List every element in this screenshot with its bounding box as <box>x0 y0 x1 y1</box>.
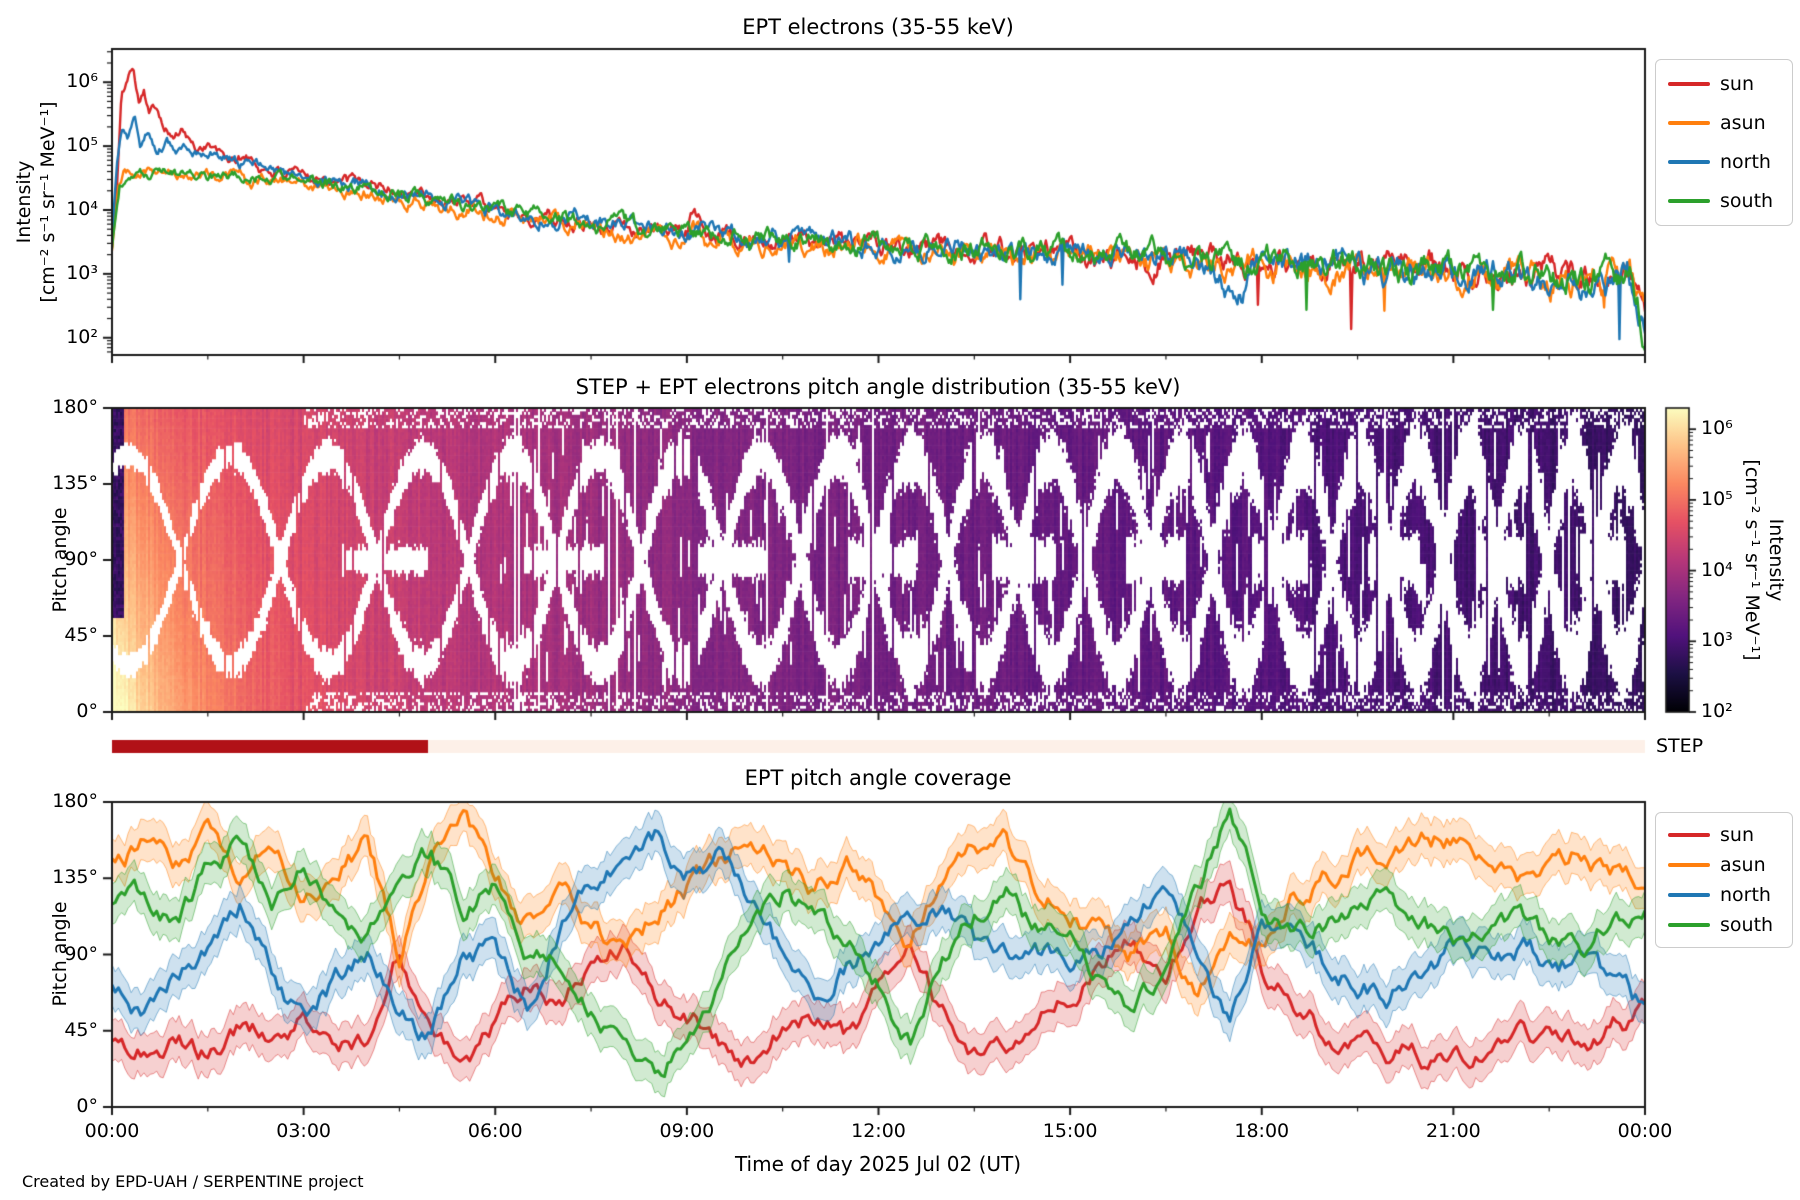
legend-label: north <box>1720 151 1771 173</box>
asun-line-swatch <box>1668 121 1710 125</box>
x-tick-label: 21:00 <box>1425 1120 1481 1142</box>
colorbar-label: Intensity [cm⁻² s⁻¹ sr⁻¹ MeV⁻¹] <box>1741 459 1787 661</box>
panel2-y-tick-label: 90° <box>64 548 98 570</box>
south-line-swatch <box>1668 923 1710 927</box>
panel1-y-tick-label: 10⁵ <box>66 134 98 157</box>
legend-item-south: south <box>1668 189 1780 213</box>
colorbar-tick-label: 10⁴ <box>1701 558 1733 581</box>
panel3-y-tick-label: 0° <box>76 1095 98 1117</box>
colorbar-tick-label: 10⁵ <box>1701 487 1733 510</box>
north-line-swatch <box>1668 893 1710 897</box>
sun-line-swatch <box>1668 82 1710 86</box>
x-tick-label: 00:00 <box>1617 1120 1673 1142</box>
credit-footer: Created by EPD-UAH / SERPENTINE project <box>22 1172 364 1191</box>
legend-item-north: north <box>1668 150 1780 174</box>
legend-label: south <box>1720 914 1774 936</box>
panel1-y-tick-label: 10⁴ <box>66 197 98 220</box>
colorbar-tick-label: 10⁶ <box>1701 417 1733 440</box>
colorbar-tick-label: 10³ <box>1701 629 1733 652</box>
x-tick-label: 09:00 <box>659 1120 715 1142</box>
legend-item-sun: sun <box>1668 72 1780 96</box>
legend-item-south: south <box>1668 913 1780 937</box>
panel1-y-tick-label: 10³ <box>66 261 98 284</box>
panel1-y-tick-label: 10² <box>66 325 98 348</box>
panel1-title: EPT electrons (35-55 keV) <box>742 15 1014 39</box>
x-tick-label: 15:00 <box>1042 1120 1098 1142</box>
x-tick-label: 00:00 <box>84 1120 140 1142</box>
panel3-legend: sun asun north south <box>1655 812 1793 948</box>
panel1-y-tick-label: 10⁶ <box>66 70 98 93</box>
south-line-swatch <box>1668 199 1710 203</box>
x-tick-label: 03:00 <box>276 1120 331 1142</box>
north-line-swatch <box>1668 160 1710 164</box>
x-tick-label: 12:00 <box>851 1120 906 1142</box>
panel1-legend: sun asun north south <box>1655 59 1793 226</box>
x-axis-label: Time of day 2025 Jul 02 (UT) <box>734 1152 1022 1176</box>
sun-line-swatch <box>1668 833 1710 837</box>
panel3-y-tick-label: 90° <box>64 942 98 965</box>
legend-label: asun <box>1720 854 1766 876</box>
panel2-y-tick-label: 135° <box>52 472 98 494</box>
panel3-y-tick-label: 45° <box>64 1018 98 1041</box>
legend-label: north <box>1720 884 1771 906</box>
legend-item-sun: sun <box>1668 823 1780 847</box>
x-tick-label: 06:00 <box>467 1120 523 1142</box>
panel2-y-tick-label: 45° <box>64 624 98 646</box>
legend-label: asun <box>1720 112 1766 134</box>
panel2-y-tick-label: 180° <box>52 396 98 418</box>
legend-label: sun <box>1720 73 1754 95</box>
asun-line-swatch <box>1668 863 1710 867</box>
legend-item-asun: asun <box>1668 111 1780 135</box>
step-bar-label: STEP <box>1656 735 1704 757</box>
panel3-y-tick-label: 135° <box>52 866 98 889</box>
legend-item-north: north <box>1668 883 1780 907</box>
panel2-title: STEP + EPT electrons pitch angle distrib… <box>575 375 1181 399</box>
panel2-y-tick-label: 0° <box>76 700 98 722</box>
legend-item-asun: asun <box>1668 853 1780 877</box>
colorbar-tick-label: 10² <box>1701 700 1733 722</box>
x-tick-label: 18:00 <box>1234 1120 1290 1142</box>
legend-label: sun <box>1720 824 1754 846</box>
legend-label: south <box>1720 190 1774 212</box>
panel3-y-tick-label: 180° <box>52 790 98 812</box>
panel3-title: EPT pitch angle coverage <box>744 766 1012 790</box>
